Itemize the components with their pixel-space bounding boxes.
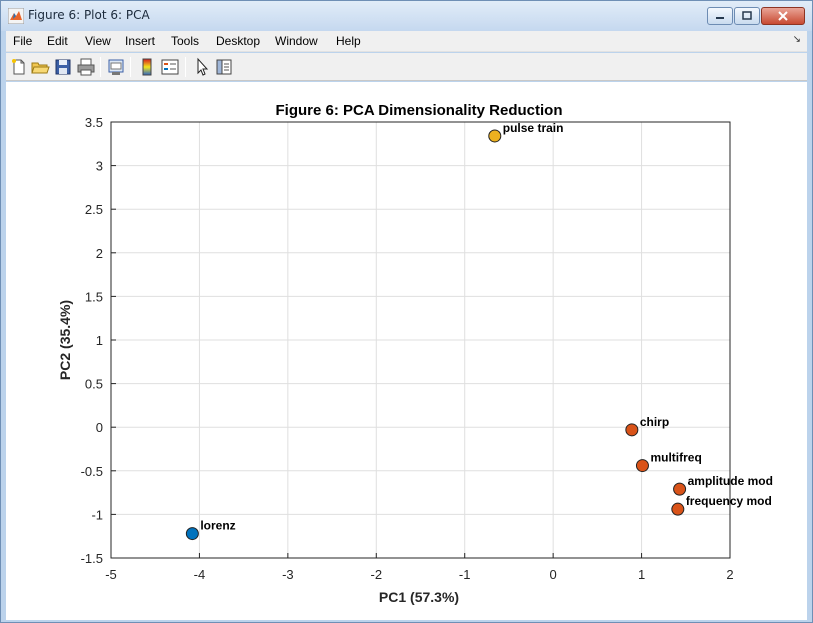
data-point[interactable]	[673, 482, 687, 496]
menu-window[interactable]: Window	[275, 34, 318, 48]
x-tick-label: -5	[105, 567, 117, 582]
menu-file[interactable]: File	[13, 34, 33, 48]
y-tick-label: -0.5	[81, 464, 103, 479]
x-tick-label: 0	[550, 567, 557, 582]
menu-dock-arrow-icon[interactable]: ↘	[792, 34, 801, 45]
point-label: chirp	[640, 415, 669, 429]
title-bar[interactable]: Figure 6: Plot 6: PCA	[1, 1, 812, 31]
menu-tools[interactable]: Tools	[171, 34, 200, 48]
menu-edit[interactable]: Edit	[47, 34, 68, 48]
point-label: frequency mod	[686, 494, 772, 508]
data-point[interactable]	[625, 423, 639, 437]
x-axis-label: PC1 (57.3%)	[379, 589, 459, 605]
toolbar-separator	[100, 57, 101, 77]
legend-icon[interactable]	[160, 57, 180, 77]
colorbar-icon[interactable]	[137, 57, 157, 77]
maximize-icon	[742, 11, 752, 20]
maximize-button[interactable]	[734, 7, 760, 25]
matlab-logo-icon	[7, 7, 25, 25]
y-tick-label: 1	[96, 333, 103, 348]
figure-canvas: -5 -4 -3 -2 -1 0 1 2 -1.5 -1 -0.5 0 0.5 1 1.5 2 2.5 3 3.5…	[6, 82, 807, 620]
menu-insert[interactable]: Insert	[125, 34, 156, 48]
minimize-icon	[716, 17, 724, 19]
point-label: lorenz	[200, 519, 235, 533]
y-tick-label: -1	[91, 507, 103, 522]
x-tick-label: 1	[638, 567, 645, 582]
property-editor-icon[interactable]	[214, 57, 234, 77]
y-tick-label: 1.5	[85, 289, 103, 304]
y-tick-label: 3.5	[85, 115, 103, 130]
minimize-button[interactable]	[707, 7, 733, 25]
y-tick-label: 2.5	[85, 202, 103, 217]
data-point[interactable]	[671, 502, 685, 516]
y-tick-label: 3	[96, 159, 103, 174]
x-axis-ticks: -5 -4 -3 -2 -1 0 1 2	[105, 553, 734, 582]
menu-view[interactable]: View	[85, 34, 111, 48]
menu-help[interactable]: Help	[336, 34, 361, 48]
grid-lines	[110, 121, 731, 559]
window-title: Figure 6: Plot 6: PCA	[28, 8, 150, 22]
open-folder-icon[interactable]	[30, 57, 50, 77]
x-tick-label: -1	[459, 567, 471, 582]
toolbar-separator	[185, 57, 186, 77]
y-axis-ticks: -1.5 -1 -0.5 0 0.5 1 1.5 2 2.5 3 3.5	[81, 115, 116, 566]
toolbar-separator	[130, 57, 131, 77]
data-points: pulse train chirp multifreq amplitude mod fr…	[185, 121, 773, 541]
data-point[interactable]	[185, 527, 199, 541]
point-label: pulse train	[503, 121, 564, 135]
y-tick-label: 2	[96, 246, 103, 261]
data-point[interactable]	[488, 129, 502, 143]
new-file-icon[interactable]	[9, 57, 29, 77]
point-label: amplitude mod	[688, 474, 773, 488]
figure-toolbar	[6, 53, 807, 81]
close-button[interactable]	[761, 7, 805, 25]
pca-scatter-chart[interactable]: -5 -4 -3 -2 -1 0 1 2 -1.5 -1 -0.5 0 0.5 1 1.5 2 2.5 3 3.5…	[6, 82, 807, 620]
y-axis-label: PC2 (35.4%)	[57, 300, 73, 380]
close-icon	[778, 11, 788, 21]
data-point[interactable]	[635, 459, 649, 473]
y-tick-label: 0.5	[85, 377, 103, 392]
menu-desktop[interactable]: Desktop	[216, 34, 261, 48]
print-icon[interactable]	[76, 57, 96, 77]
x-tick-label: -3	[282, 567, 294, 582]
x-tick-label: -2	[371, 567, 383, 582]
x-tick-label: 2	[726, 567, 733, 582]
pointer-icon[interactable]	[192, 57, 212, 77]
y-tick-label: 0	[96, 420, 103, 435]
x-tick-label: -4	[194, 567, 206, 582]
save-icon[interactable]	[53, 57, 73, 77]
menu-bar: File Edit View Insert Tools Desktop Wind…	[6, 31, 807, 52]
chart-title: Figure 6: PCA Dimensionality Reduction	[276, 102, 563, 119]
y-tick-label: -1.5	[81, 551, 103, 566]
link-figure-icon[interactable]	[106, 57, 126, 77]
point-label: multifreq	[650, 451, 701, 465]
